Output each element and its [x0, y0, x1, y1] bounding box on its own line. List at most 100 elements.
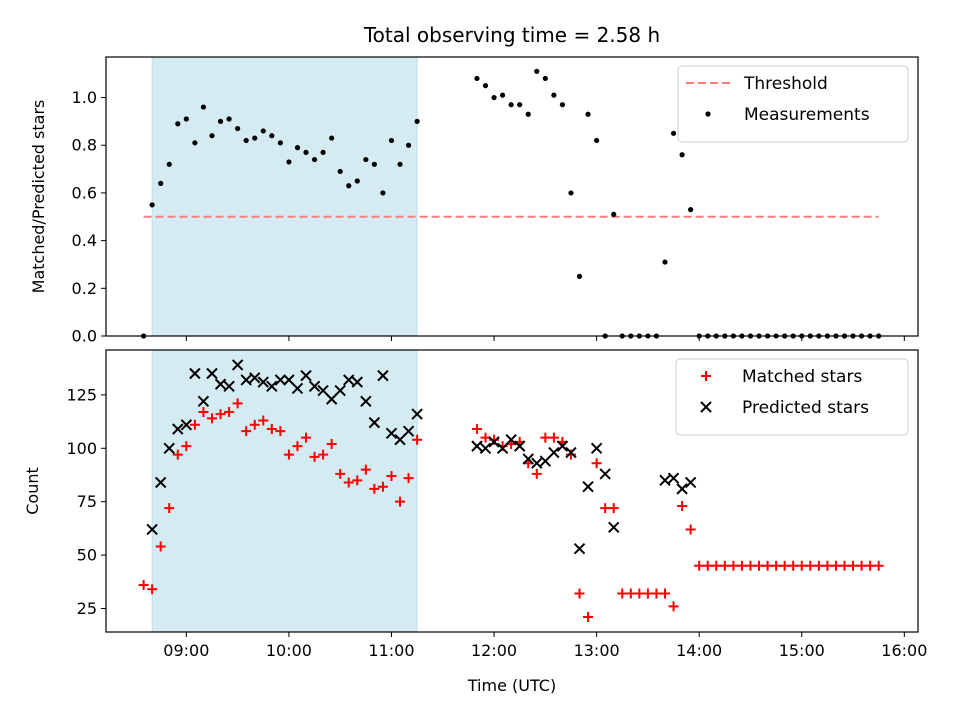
bottom-series-0-point-13	[249, 419, 260, 430]
bottom-series-0-point-76	[839, 560, 850, 571]
top-series-0-point-9	[217, 118, 224, 124]
top-series-0-point-40	[534, 68, 540, 74]
bottom-series-1-point-20	[317, 384, 329, 397]
bottom-series-1-point-50	[667, 472, 680, 484]
top-series-0-point-1	[149, 202, 155, 208]
bottom-series-0-point-47	[591, 458, 602, 469]
bottom-series-0-point-8	[206, 413, 217, 424]
bottom-series-1-point-22	[334, 384, 346, 397]
top-series-0-point-30	[397, 161, 403, 167]
bottom-series-0-point-69	[779, 560, 790, 571]
bottom-series-0-point-27	[369, 483, 380, 494]
bottom-series-1-point-41	[548, 446, 560, 459]
bottom-series-1-point-36	[505, 434, 517, 446]
x-tick-label-0: 09:00	[163, 641, 209, 660]
top-series-0-point-25	[354, 178, 360, 184]
x-tick-label-7: 16:00	[881, 641, 927, 660]
bottom-series-1-point-4	[180, 419, 193, 431]
bottom-series-0-point-22	[326, 439, 337, 449]
bottom-series-0-point-50	[617, 588, 628, 599]
x-tick-label-3: 12:00	[471, 641, 517, 660]
bottom-series-0-point-21	[318, 449, 329, 460]
top-y-axis-label: Matched/Predicted stars	[29, 100, 48, 294]
bottom-series-0-point-55	[659, 588, 670, 599]
bottom-series-0-point-16	[275, 426, 286, 437]
top-series-0-point-17	[286, 159, 292, 165]
bottom-series-0-point-49	[608, 503, 619, 514]
top-series-0-point-23	[337, 168, 343, 175]
bottom-series-0-point-67	[762, 560, 773, 571]
bottom-legend: Matched stars Predicted stars	[675, 358, 909, 436]
bottom-series-0-point-14	[258, 415, 269, 426]
bottom-series-0-point-72	[805, 560, 816, 571]
bottom-series-0-point-19	[301, 432, 312, 443]
bottom-series-0-point-80	[873, 560, 884, 571]
bottom-series-0-point-57	[677, 500, 688, 511]
bottom-series-0-point-45	[574, 588, 585, 599]
top-series-0-point-26	[363, 156, 369, 163]
bottom-series-1-point-52	[684, 476, 697, 489]
top-y-tick-label-5: 1.0	[72, 88, 97, 107]
bottom-series-0-point-33	[471, 424, 482, 435]
bottom-series-0-point-12	[241, 426, 252, 437]
bottom-series-0-point-28	[377, 481, 388, 492]
bottom-plot-frame	[105, 349, 919, 633]
bottom-series-1-point-34	[488, 436, 500, 448]
bottom-series-1-point-51	[676, 483, 688, 495]
bottom-series-0-point-64	[736, 560, 747, 571]
bottom-series-0-point-3	[164, 503, 175, 514]
top-series-0-point-37	[508, 102, 514, 108]
top-series-0-point-47	[594, 137, 600, 144]
bottom-series-0-point-23	[335, 468, 346, 479]
bottom-series-1-point-24	[351, 376, 364, 388]
bottom-series-1-point-7	[206, 367, 218, 380]
bottom-series-1-point-3	[172, 423, 184, 435]
top-series-0-point-55	[662, 259, 668, 265]
top-series-0-point-31	[405, 142, 412, 148]
top-series-0-point-6	[192, 140, 198, 146]
x-axis-label: Time (UTC)	[467, 676, 556, 695]
top-series-0-point-7	[200, 104, 207, 110]
top-series-0-point-22	[329, 135, 335, 141]
bottom-series-1-point-46	[590, 442, 603, 454]
top-y-tick-label-3: 0.6	[72, 183, 97, 202]
panel-top: 0.0 0.2 0.4 0.6 0.8 1.0 Matched/Predicted star…	[29, 56, 919, 346]
top-series-0-point-46	[585, 111, 591, 117]
bottom-series-0-point-41	[540, 432, 551, 443]
bottom-series-0-point-58	[685, 524, 696, 535]
bottom-series-0-point-25	[352, 475, 363, 486]
top-series-0-point-2	[158, 180, 164, 186]
bottom-series-1-point-29	[394, 434, 406, 446]
bottom-legend-label-0: Matched stars	[742, 367, 862, 387]
top-series-0-point-5	[183, 116, 189, 122]
bottom-series-1-point-42	[556, 440, 569, 452]
top-series-0-point-28	[380, 190, 386, 196]
bottom-series-0-point-29	[386, 471, 397, 482]
top-series-0-point-41	[542, 75, 548, 82]
bottom-y-tick-label-0: 25	[77, 599, 97, 618]
bottom-series-0-point-79	[865, 560, 876, 571]
x-tick-label-1: 10:00	[266, 641, 312, 660]
top-series-0-point-34	[482, 83, 489, 89]
bottom-series-0-point-32	[412, 434, 423, 445]
bottom-series-0-point-61	[711, 560, 722, 571]
top-series-0-point-12	[243, 137, 249, 144]
x-tick-label-6: 15:00	[779, 641, 825, 660]
top-series-0-point-24	[346, 183, 352, 189]
top-series-0-point-4	[175, 121, 181, 127]
top-series-0-point-21	[320, 149, 326, 155]
bottom-series-1-point-43	[565, 446, 577, 459]
bottom-series-0-point-78	[856, 560, 867, 571]
bottom-series-1-point-11	[240, 374, 252, 386]
bottom-series-1-point-37	[513, 440, 526, 452]
top-series-0-point-36	[499, 92, 506, 98]
bottom-series-0-point-52	[634, 588, 645, 599]
bottom-series-1-point-32	[471, 440, 483, 452]
bottom-series-0-point-60	[702, 560, 713, 571]
bottom-series-0-point-40	[531, 468, 542, 479]
bottom-legend-swatch-1	[700, 401, 712, 413]
bottom-series-1-point-17	[291, 382, 304, 395]
bottom-series-0-point-10	[224, 406, 235, 417]
chart-title: Total observing time = 2.58 h	[363, 23, 660, 47]
bottom-series-0-point-5	[181, 441, 192, 452]
